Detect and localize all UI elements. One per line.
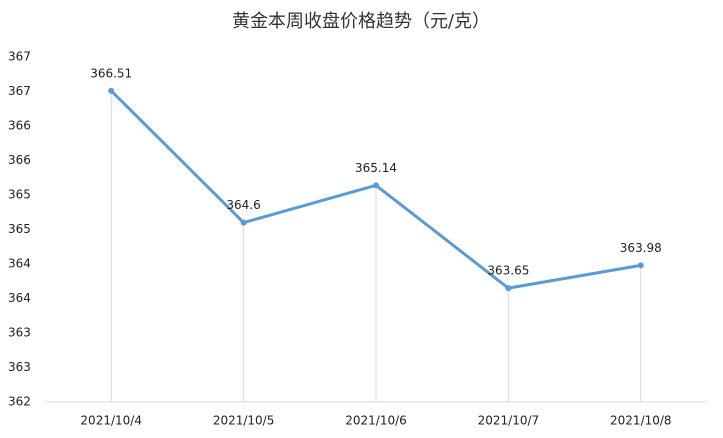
- point: [108, 87, 115, 94]
- x-tick-label: 2021/10/5: [213, 414, 275, 428]
- data-label: 363.65: [487, 264, 529, 278]
- x-tick-label: 2021/10/6: [345, 414, 407, 428]
- x-tick-label: 2021/10/7: [478, 414, 540, 428]
- data-label: 366.51: [90, 66, 132, 80]
- y-tick-label: 366: [8, 153, 31, 167]
- y-tick-label: 364: [8, 291, 31, 305]
- y-tick-label: 367: [8, 50, 31, 64]
- data-label: 363.98: [620, 241, 662, 255]
- y-tick-label: 362: [8, 395, 31, 409]
- point: [373, 182, 379, 189]
- y-tick-label: 364: [8, 257, 31, 271]
- x-tick-label: 2021/10/4: [80, 414, 142, 428]
- y-tick-label: 367: [8, 84, 31, 98]
- y-tick-label: 363: [8, 326, 31, 340]
- chart-title: 黄金本周收盘价格趋势（元/克）: [232, 11, 490, 32]
- x-tick-label: 2021/10/8: [610, 414, 672, 428]
- y-tick-label: 365: [8, 222, 31, 236]
- data-label: 365.14: [355, 161, 397, 175]
- point: [637, 262, 644, 269]
- y-tick-label: 366: [8, 119, 31, 133]
- data-label: 364.6: [226, 198, 260, 212]
- y-tick-label: 365: [8, 188, 31, 202]
- point: [240, 219, 247, 226]
- y-tick-label: 363: [8, 360, 31, 374]
- point: [505, 285, 512, 292]
